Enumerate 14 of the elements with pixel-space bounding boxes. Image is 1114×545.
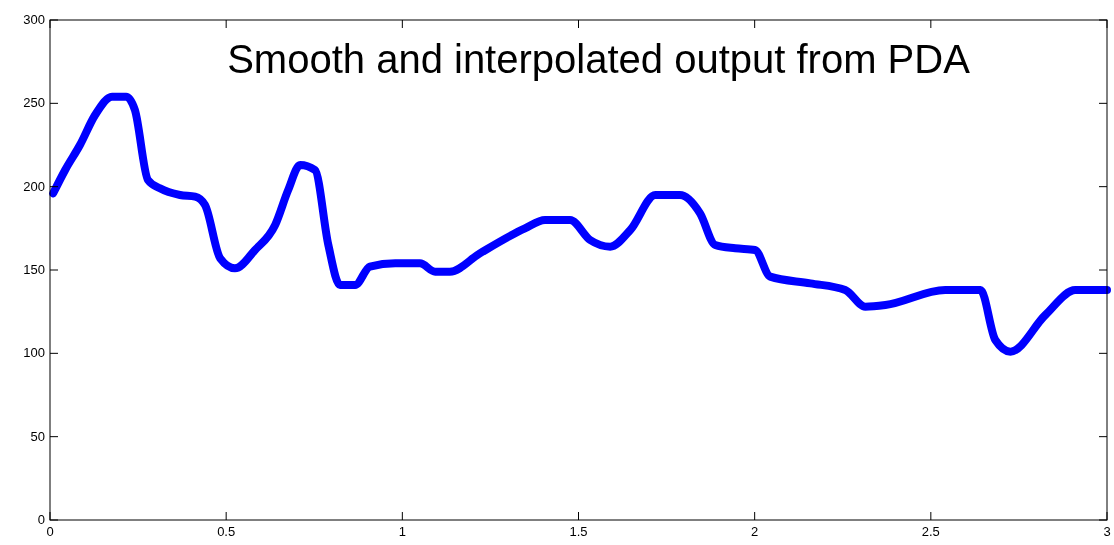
y-tick-label: 0: [37, 512, 45, 527]
x-tick-label: 0.5: [217, 524, 236, 539]
x-tick-label: 1.5: [569, 524, 588, 539]
y-tick-label: 200: [23, 178, 45, 194]
x-tick-label: 2.5: [921, 524, 940, 539]
y-tick-label: 150: [23, 262, 45, 277]
y-tick-label: 250: [23, 95, 45, 111]
y-tick-label: 100: [23, 345, 45, 361]
x-tick-label: 1: [398, 524, 406, 539]
x-tick-label: 2: [751, 524, 759, 539]
x-tick-label: 3: [1103, 524, 1111, 539]
y-tick-label: 50: [30, 428, 45, 444]
chart-title: Smooth and interpolated output from PDA: [227, 37, 971, 81]
y-tick-label: 300: [23, 12, 45, 27]
